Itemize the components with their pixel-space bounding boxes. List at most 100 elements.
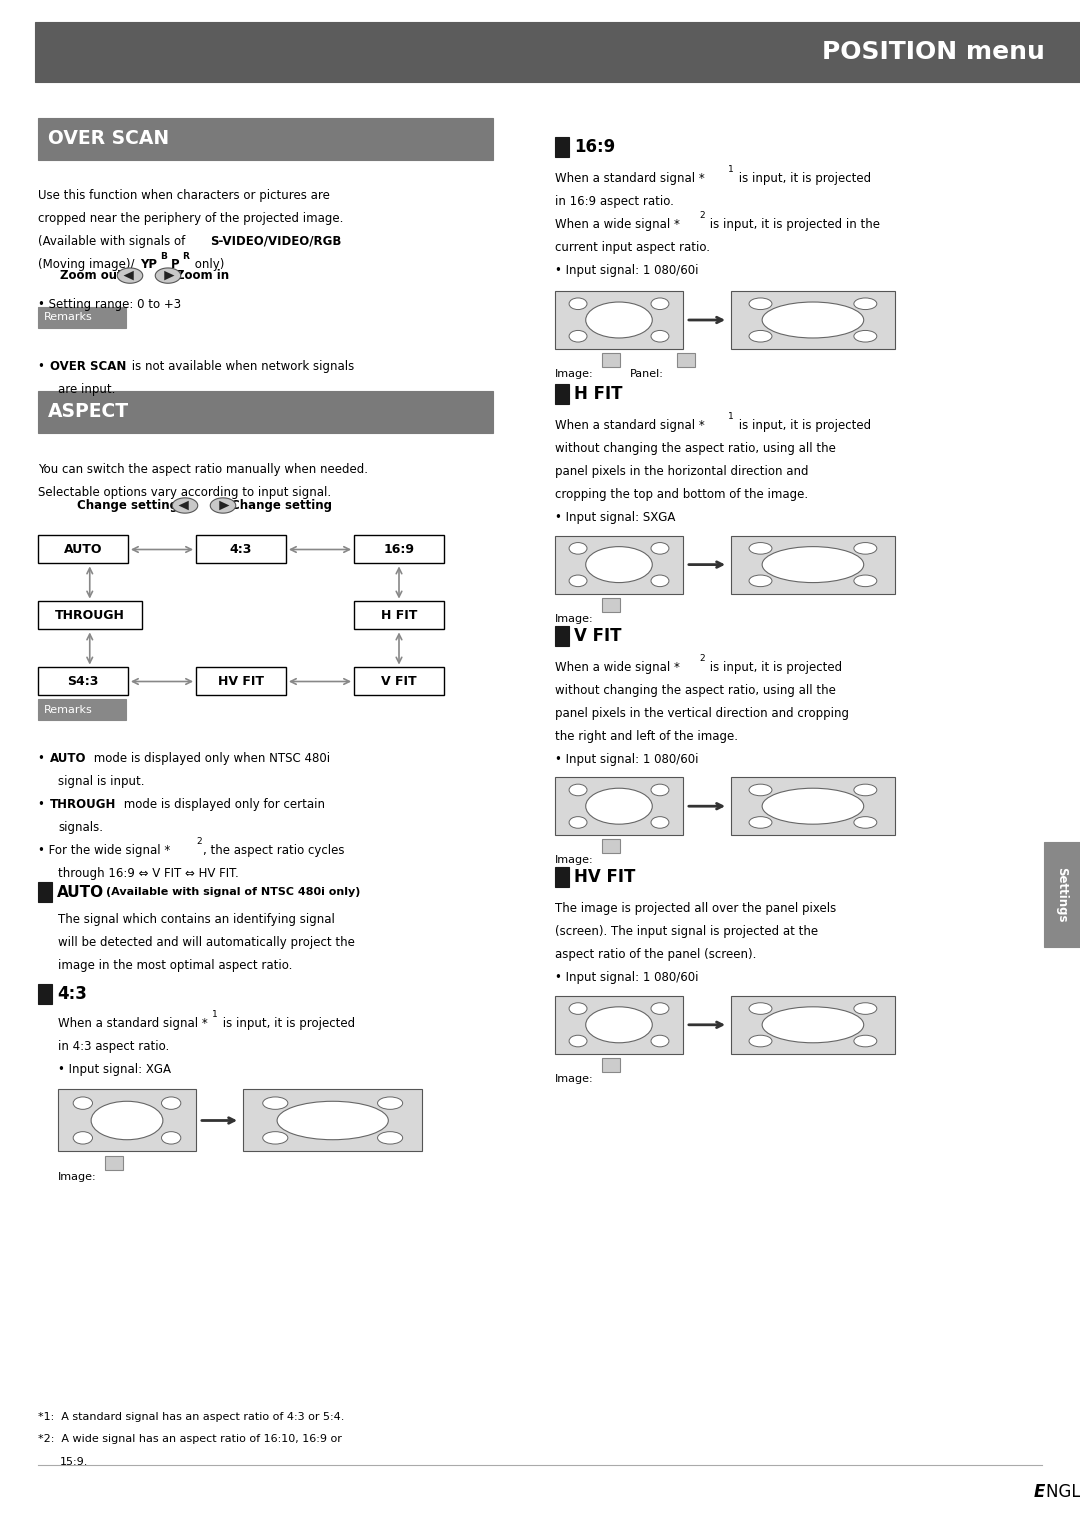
Text: Selectable options vary according to input signal.: Selectable options vary according to inp… (38, 486, 332, 499)
Polygon shape (118, 267, 143, 282)
Ellipse shape (762, 547, 864, 583)
Polygon shape (173, 498, 198, 513)
Bar (602, 597, 620, 612)
Text: The signal which contains an identifying signal: The signal which contains an identifying… (58, 913, 335, 927)
Ellipse shape (854, 1035, 877, 1048)
Bar (555, 626, 569, 646)
Bar (555, 137, 569, 157)
Text: the right and left of the image.: the right and left of the image. (555, 730, 738, 742)
Bar (35, 21, 1080, 82)
Text: without changing the aspect ratio, using all the: without changing the aspect ratio, using… (555, 441, 836, 455)
Text: 1: 1 (728, 412, 733, 421)
Text: You can switch the aspect ratio manually when needed.: You can switch the aspect ratio manually… (38, 463, 368, 475)
Text: is input, it is projected: is input, it is projected (706, 661, 842, 673)
Text: B: B (160, 252, 167, 261)
Text: When a standard signal *: When a standard signal * (555, 173, 705, 185)
Ellipse shape (651, 330, 669, 342)
Text: *1:  A standard signal has an aspect ratio of 4:3 or 5:4.: *1: A standard signal has an aspect rati… (38, 1412, 345, 1422)
Text: 4:3: 4:3 (57, 985, 86, 1003)
Text: will be detected and will automatically project the: will be detected and will automatically … (58, 936, 355, 950)
Polygon shape (123, 270, 134, 281)
Ellipse shape (750, 785, 772, 796)
Text: OVER SCAN: OVER SCAN (50, 359, 126, 373)
Text: Remarks: Remarks (44, 705, 93, 715)
Text: is not available when network signals: is not available when network signals (129, 359, 354, 373)
Bar (38, 307, 126, 328)
Bar (195, 667, 286, 695)
Text: When a wide signal *: When a wide signal * (555, 218, 680, 231)
Text: 2: 2 (195, 837, 202, 846)
Text: is input, it is projected: is input, it is projected (735, 418, 872, 432)
Text: without changing the aspect ratio, using all the: without changing the aspect ratio, using… (555, 684, 836, 696)
Ellipse shape (651, 576, 669, 586)
Text: •: • (38, 799, 49, 811)
Ellipse shape (262, 1132, 288, 1144)
Text: Image:: Image: (555, 370, 594, 379)
Text: image in the most optimal aspect ratio.: image in the most optimal aspect ratio. (58, 959, 293, 973)
Bar (555, 292, 683, 350)
Text: (Moving image)/: (Moving image)/ (38, 258, 135, 270)
Ellipse shape (750, 1003, 772, 1014)
Text: Zoom out: Zoom out (60, 269, 123, 282)
Polygon shape (156, 267, 180, 282)
Ellipse shape (585, 788, 652, 825)
Text: • Input signal: XGA: • Input signal: XGA (58, 1063, 171, 1077)
Ellipse shape (750, 1035, 772, 1048)
Text: signal is input.: signal is input. (58, 776, 145, 788)
Text: is input, it is projected: is input, it is projected (735, 173, 872, 185)
Text: 16:9: 16:9 (573, 137, 616, 156)
Polygon shape (178, 501, 189, 510)
Text: 1: 1 (728, 165, 733, 174)
Text: 4:3: 4:3 (230, 544, 253, 556)
Ellipse shape (378, 1096, 403, 1109)
Text: 1: 1 (212, 1011, 218, 1020)
Ellipse shape (750, 542, 772, 554)
Ellipse shape (750, 576, 772, 586)
Text: Panel:: Panel: (630, 370, 664, 379)
Bar (38, 883, 52, 902)
Ellipse shape (854, 330, 877, 342)
Bar (731, 777, 895, 835)
Text: in 4:3 aspect ratio.: in 4:3 aspect ratio. (58, 1040, 170, 1054)
Text: When a standard signal *: When a standard signal * (58, 1017, 207, 1031)
Ellipse shape (162, 1132, 180, 1144)
Ellipse shape (585, 302, 652, 337)
Text: 15:9.: 15:9. (60, 1457, 89, 1467)
Text: Settings: Settings (1055, 867, 1068, 922)
Bar (38, 602, 141, 629)
Bar (354, 667, 444, 695)
Polygon shape (211, 498, 235, 513)
Text: V FIT: V FIT (573, 626, 621, 644)
Ellipse shape (762, 302, 864, 337)
Text: • Input signal: SXGA: • Input signal: SXGA (555, 512, 675, 524)
Text: AUTO: AUTO (64, 544, 103, 556)
Text: AUTO: AUTO (50, 753, 86, 765)
Ellipse shape (854, 817, 877, 828)
Text: only): only) (191, 258, 225, 270)
Text: H FIT: H FIT (573, 385, 622, 403)
Text: The image is projected all over the panel pixels: The image is projected all over the pane… (555, 902, 836, 915)
Text: • Input signal: 1 080/60i: • Input signal: 1 080/60i (555, 971, 699, 985)
Bar (354, 536, 444, 563)
Text: Image:: Image: (58, 1171, 96, 1182)
Text: Image:: Image: (555, 855, 594, 866)
Text: is input, it is projected: is input, it is projected (219, 1017, 355, 1031)
Text: R: R (183, 252, 189, 261)
Text: P: P (171, 258, 179, 270)
Ellipse shape (651, 542, 669, 554)
Ellipse shape (854, 1003, 877, 1014)
Text: is input, it is projected in the: is input, it is projected in the (706, 218, 880, 231)
Text: panel pixels in the horizontal direction and: panel pixels in the horizontal direction… (555, 466, 809, 478)
Ellipse shape (854, 542, 877, 554)
Text: 2: 2 (699, 654, 704, 663)
Ellipse shape (854, 298, 877, 310)
Text: •: • (38, 753, 49, 765)
Ellipse shape (651, 298, 669, 310)
Text: •: • (38, 359, 49, 373)
Text: AUTO: AUTO (57, 886, 104, 899)
Text: Image:: Image: (555, 1073, 594, 1084)
Bar (195, 536, 286, 563)
Bar (555, 867, 569, 887)
Ellipse shape (585, 547, 652, 583)
Ellipse shape (262, 1096, 288, 1109)
